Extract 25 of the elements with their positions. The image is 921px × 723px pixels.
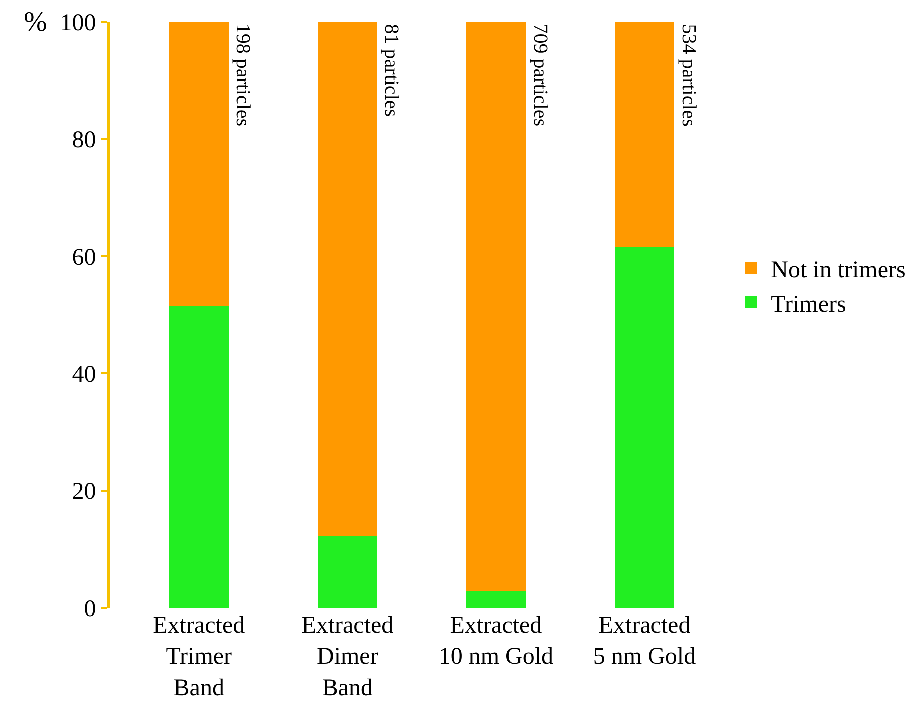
annotation: 81 particles	[380, 24, 403, 118]
bar	[169, 22, 229, 306]
x-tick-label: Extracted 5 nm Gold	[593, 613, 696, 670]
bar	[615, 22, 674, 248]
bar	[169, 306, 229, 608]
x-tick-label: Extracted Trimer Band	[153, 613, 246, 702]
y-tick-label: 40	[72, 362, 96, 388]
y-tick-label: 80	[72, 128, 96, 154]
x-tick-label: Extracted Dimer Band	[302, 613, 394, 702]
y-tick-label: 0	[84, 596, 96, 622]
y-tick-label: 100	[60, 10, 96, 36]
bar	[466, 591, 526, 608]
bar	[318, 536, 378, 608]
bar	[466, 22, 526, 592]
x-tick-label: Extracted 10 nm Gold	[438, 613, 554, 670]
y-axis-title: %	[24, 7, 48, 38]
annotation: 534 particles	[678, 24, 700, 128]
bar	[615, 247, 674, 608]
y-tick-label: 20	[72, 479, 96, 506]
legend-label: Not in trimers	[771, 258, 906, 284]
legend-label: Trimers	[771, 292, 846, 318]
annotation: 198 particles	[232, 24, 254, 127]
annotation: 709 particles	[529, 24, 552, 127]
bar	[318, 22, 378, 537]
y-tick-label: 60	[72, 244, 96, 271]
